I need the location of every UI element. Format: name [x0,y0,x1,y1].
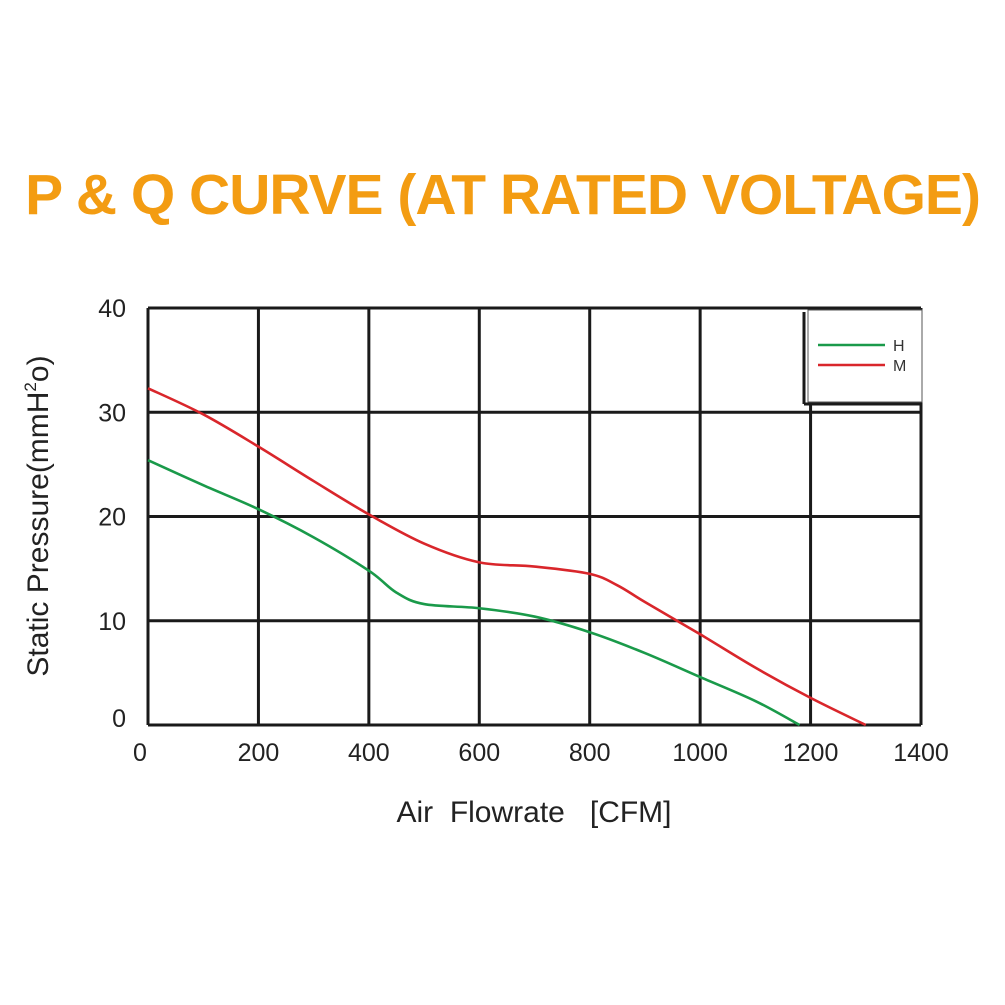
tick-labels: 0 200 400 600 800 1000 1200 1400 0 10 20 30 40 [98,295,949,767]
series-line-m [147,387,867,727]
y-tick-label: 10 [98,608,126,636]
x-tick-label: 1000 [672,739,728,767]
x-axis-label: Air Flowrate [CFM] [396,796,671,829]
legend-label-m: M [893,358,906,375]
legend: HM [802,309,923,406]
x-tick-label: 200 [238,739,280,767]
legend-box [807,309,923,403]
series-lines [147,387,867,727]
chart-title: P & Q CURVE (AT RATED VOLTAGE) [25,163,981,227]
y-tick-label: 30 [98,399,126,427]
legend-label-h: H [893,338,905,355]
y-axis-label: Static Pressure(mmH2o) [21,355,55,676]
y-tick-label: 20 [98,504,126,532]
y-axis-label-superscript: 2 [21,382,40,391]
x-tick-label: 800 [569,739,611,767]
x-tick-label: 1400 [893,739,949,767]
y-tick-label: 0 [112,705,126,733]
x-tick-label: 1200 [783,739,839,767]
y-axis-label-end: ) [22,355,55,365]
y-tick-label: 40 [98,295,126,323]
series-line-h [147,459,801,727]
y-axis-label-o: o [22,365,55,382]
x-tick-label: 0 [133,739,147,767]
x-tick-label: 600 [458,739,500,767]
x-tick-label: 400 [348,739,390,767]
y-axis-label-main: Static Pressure(mmH [22,392,55,677]
